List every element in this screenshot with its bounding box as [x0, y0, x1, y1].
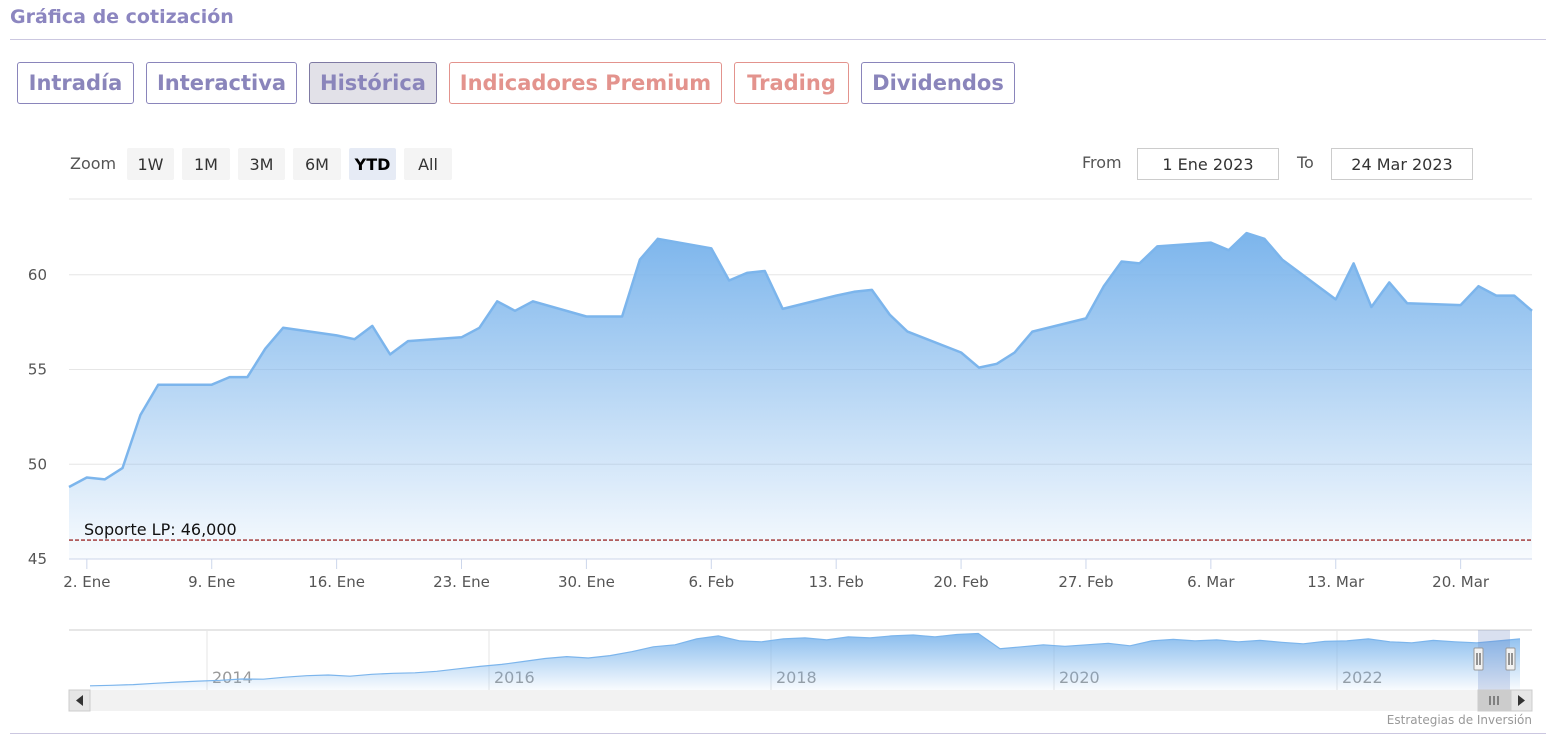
support-plot-label: Soporte LP: 46,000	[84, 520, 237, 539]
chart-credit: Estrategias de Inversión	[1386, 713, 1532, 727]
y-tick-label: 55	[28, 361, 47, 379]
bottom-divider	[10, 733, 1546, 734]
x-tick-label: 2. Ene	[63, 573, 110, 591]
navigator-year-label: 2014	[212, 668, 253, 687]
x-tick-label: 13. Feb	[809, 573, 864, 591]
from-label: From	[1082, 153, 1122, 172]
price-area-fill	[69, 233, 1532, 559]
arrow-left-icon	[76, 695, 83, 706]
zoom-1w-button[interactable]: 1W	[127, 148, 174, 180]
tab-interactiva[interactable]: Interactiva	[146, 62, 297, 104]
y-tick-label: 45	[28, 550, 47, 568]
to-label: To	[1297, 153, 1314, 172]
x-tick-label: 6. Mar	[1187, 573, 1235, 591]
navigator-mask	[1478, 630, 1510, 690]
navigator-series-line	[89, 632, 1521, 687]
zoom-all-button[interactable]: All	[404, 148, 452, 180]
navigator-year-label: 2020	[1059, 668, 1100, 687]
navigator-right-handle[interactable]	[1505, 647, 1516, 671]
navigator-year-label: 2016	[494, 668, 535, 687]
scrollbar-left-button[interactable]	[68, 689, 91, 712]
zoom-6m-button[interactable]: 6M	[293, 148, 341, 180]
x-tick-label: 9. Ene	[188, 573, 235, 591]
tab-indicadores-premium[interactable]: Indicadores Premium	[449, 62, 722, 104]
x-tick-label: 27. Feb	[1058, 573, 1113, 591]
x-tick-label: 6. Feb	[688, 573, 734, 591]
from-date-input[interactable]: 1 Ene 2023	[1137, 148, 1279, 180]
tab-intradia[interactable]: Intradía	[17, 62, 134, 104]
x-tick-label: 13. Mar	[1307, 573, 1365, 591]
zoom-3m-button[interactable]: 3M	[238, 148, 285, 180]
navigator-background	[69, 630, 1532, 690]
x-tick-label: 16. Ene	[308, 573, 365, 591]
scrollbar-right-button[interactable]	[1510, 689, 1533, 712]
arrow-right-icon	[1518, 695, 1525, 706]
zoom-ytd-button[interactable]: YTD	[349, 148, 396, 180]
x-tick-label: 30. Ene	[558, 573, 615, 591]
zoom-1m-button[interactable]: 1M	[182, 148, 230, 180]
zoom-label: Zoom	[70, 154, 117, 173]
tab-trading[interactable]: Trading	[734, 62, 849, 104]
tab-dividendos[interactable]: Dividendos	[861, 62, 1015, 104]
scrollbar-track[interactable]	[69, 690, 1532, 711]
x-tick-label: 20. Mar	[1432, 573, 1490, 591]
y-tick-label: 60	[28, 266, 47, 284]
navigator-area-fill	[90, 633, 1520, 690]
page-title: Gráfica de cotización	[10, 6, 234, 28]
price-series-line	[68, 231, 1533, 489]
scrollbar-thumb[interactable]	[1477, 689, 1511, 712]
navigator-year-label: 2022	[1342, 668, 1383, 687]
x-tick-label: 20. Feb	[933, 573, 988, 591]
to-date-input[interactable]: 24 Mar 2023	[1331, 148, 1473, 180]
y-tick-label: 50	[28, 455, 47, 473]
navigator-left-handle[interactable]	[1473, 647, 1484, 671]
title-divider	[10, 39, 1546, 40]
navigator-year-label: 2018	[776, 668, 817, 687]
tab-historica[interactable]: Histórica	[309, 62, 437, 104]
x-tick-label: 23. Ene	[433, 573, 490, 591]
